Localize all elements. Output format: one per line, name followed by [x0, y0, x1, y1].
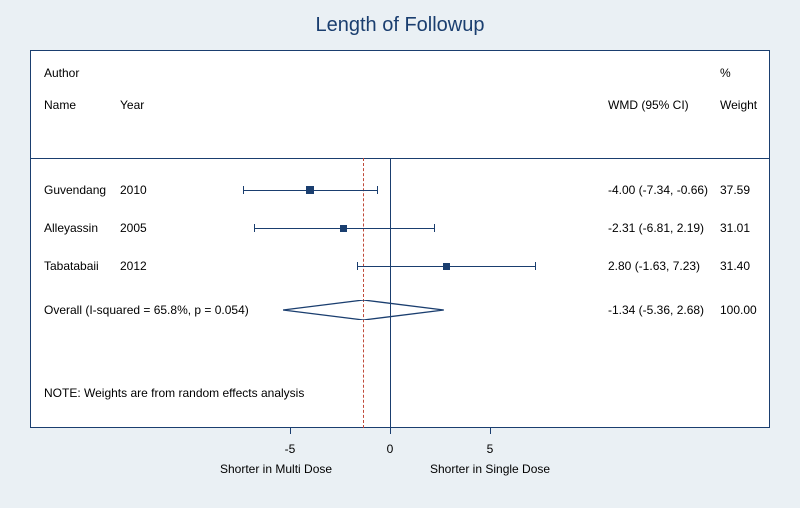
point-estimate — [340, 225, 347, 232]
study-year: 2010 — [120, 183, 147, 197]
header-wmd: WMD (95% CI) — [608, 98, 689, 112]
header-author: Author — [44, 66, 79, 80]
header-pct: % — [720, 66, 731, 80]
forest-plot-canvas: Length of Followup Author Name Year WMD (95… — [0, 0, 800, 508]
ci-cap-right — [535, 262, 536, 270]
axis-tick-label: -5 — [280, 442, 300, 456]
zero-reference-line — [390, 158, 391, 428]
axis-label-right: Shorter in Single Dose — [430, 462, 550, 476]
study-weight: 31.01 — [720, 221, 750, 235]
header-year: Year — [120, 98, 144, 112]
study-name: Alleyassin — [44, 221, 98, 235]
overall-label: Overall (I-squared = 65.8%, p = 0.054) — [44, 303, 249, 317]
axis-label-left: Shorter in Multi Dose — [220, 462, 332, 476]
axis-tick-label: 5 — [480, 442, 500, 456]
overall-weight: 100.00 — [720, 303, 757, 317]
header-weight: Weight — [720, 98, 757, 112]
weights-note: NOTE: Weights are from random effects an… — [44, 386, 304, 400]
overall-diamond — [283, 300, 444, 320]
axis-tick — [390, 428, 391, 434]
axis-tick-label: 0 — [380, 442, 400, 456]
header-divider — [30, 158, 770, 159]
ci-cap-left — [243, 186, 244, 194]
study-wmd: 2.80 (-1.63, 7.23) — [608, 259, 700, 273]
study-year: 2012 — [120, 259, 147, 273]
ci-cap-left — [357, 262, 358, 270]
header-name: Name — [44, 98, 76, 112]
point-estimate — [443, 263, 450, 270]
study-name: Guvendang — [44, 183, 106, 197]
study-wmd: -2.31 (-6.81, 2.19) — [608, 221, 704, 235]
point-estimate — [306, 186, 314, 194]
ci-cap-right — [434, 224, 435, 232]
study-year: 2005 — [120, 221, 147, 235]
ci-cap-left — [254, 224, 255, 232]
study-weight: 37.59 — [720, 183, 750, 197]
axis-tick — [290, 428, 291, 434]
chart-title: Length of Followup — [0, 14, 800, 37]
ci-cap-right — [377, 186, 378, 194]
overall-reference-line — [363, 158, 364, 428]
overall-wmd: -1.34 (-5.36, 2.68) — [608, 303, 704, 317]
study-name: Tabatabaii — [44, 259, 99, 273]
study-weight: 31.40 — [720, 259, 750, 273]
axis-tick — [490, 428, 491, 434]
study-wmd: -4.00 (-7.34, -0.66) — [608, 183, 708, 197]
